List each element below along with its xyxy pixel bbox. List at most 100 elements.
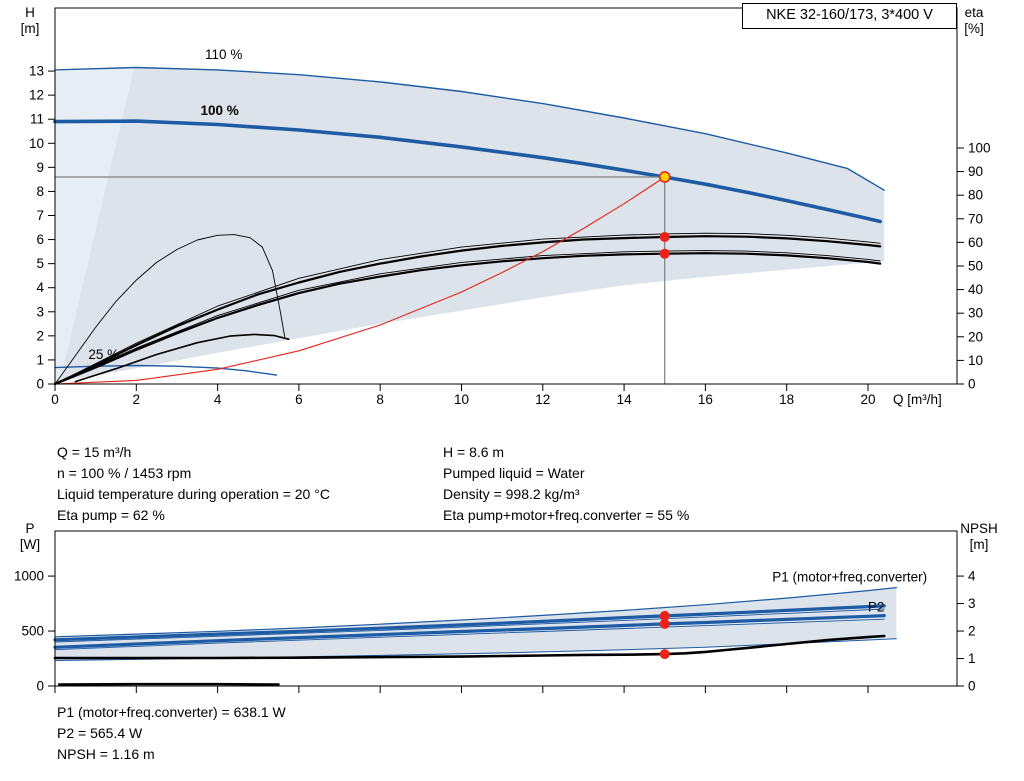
x-tick-label: 16 <box>698 392 713 407</box>
eta-axis-symbol: eta <box>964 5 984 20</box>
info-eta-pump: Eta pump = 62 % <box>57 507 165 523</box>
result-npsh: NPSH = 1.16 m <box>57 746 155 762</box>
result-p1: P1 (motor+freq.converter) = 638.1 W <box>57 704 286 720</box>
x-tick-label: 2 <box>133 392 141 407</box>
speed-envelope-left <box>55 67 135 384</box>
operating-envelope <box>59 67 885 382</box>
y-right-tick-label: 20 <box>968 329 983 344</box>
p1-marker <box>659 610 670 621</box>
label-110pct: 110 % <box>205 47 242 62</box>
x-tick-label: 8 <box>376 392 384 407</box>
info-liquid-temperature: Liquid temperature during operation = 20… <box>57 486 330 502</box>
npsh-axis-unit-label: NPSH [m] <box>946 521 1012 553</box>
y-left-tick-label: 7 <box>36 208 44 223</box>
label-25pct: 25 % <box>88 347 119 362</box>
y-right-tick-label: 2 <box>968 624 976 639</box>
eta-axis-unit-label: eta [%] <box>948 5 1000 37</box>
y-left-tick-label: 13 <box>29 64 44 79</box>
y-left-tick-label: 1000 <box>14 569 44 584</box>
y-left-tick-label: 2 <box>36 328 44 343</box>
result-p2: P2 = 565.4 W <box>57 725 143 741</box>
plot-frame <box>54 7 958 385</box>
p2-curve <box>53 613 886 649</box>
label-p1: P1 (motor+freq.converter) <box>772 570 927 585</box>
plot-frame <box>54 530 958 687</box>
info-speed: n = 100 % / 1453 rpm <box>57 465 192 481</box>
y-right-tick-label: 80 <box>968 188 983 203</box>
pump-model-label: NKE 32-160/173, 3*400 V <box>766 7 933 23</box>
label-p2: P2 <box>868 599 885 614</box>
eta-pump-curve <box>53 235 882 386</box>
y-left-tick-label: 9 <box>36 160 44 175</box>
npsh-axis-unit: [m] <box>969 537 989 552</box>
y-right-tick-label: 4 <box>968 569 976 584</box>
info-eta-total: Eta pump+motor+freq.converter = 55 % <box>443 507 690 523</box>
x-tick-label: 10 <box>454 392 469 407</box>
y-right-tick-label: 30 <box>968 306 983 321</box>
p-axis-symbol: P <box>25 521 35 536</box>
x-tick-label: 12 <box>535 392 550 407</box>
y-left-tick-label: 8 <box>36 184 44 199</box>
y-right-tick-label: 90 <box>968 164 983 179</box>
h-axis-unit: [m] <box>20 21 40 36</box>
y-right-tick-label: 3 <box>968 596 976 611</box>
eta-axis-unit: [%] <box>964 21 984 36</box>
p1-curve <box>53 604 886 642</box>
eta-total-curve-thin <box>54 250 881 385</box>
y-right-tick-label: 60 <box>968 235 983 250</box>
y-left-tick-label: 4 <box>36 280 44 295</box>
y-right-tick-label: 10 <box>968 353 983 368</box>
y-left-tick-label: 0 <box>36 377 44 392</box>
y-left-tick-label: 500 <box>21 624 44 639</box>
y-left-tick-label: 3 <box>36 304 44 319</box>
x-tick-label: 4 <box>214 392 222 407</box>
system-curve <box>54 176 666 385</box>
y-right-tick-label: 50 <box>968 258 983 273</box>
eta-curve-low-speed <box>74 333 290 383</box>
y-right-tick-label: 40 <box>968 282 983 297</box>
npsh-axis-symbol: NPSH <box>960 521 998 536</box>
p-axis-unit-label: P [W] <box>13 521 47 553</box>
p2-marker <box>659 618 670 629</box>
p1-110pct-curve <box>54 586 898 638</box>
duty-info-left: Q = 15 m³/h n = 100 % / 1453 rpm Liquid … <box>57 442 330 526</box>
eta-total-curve <box>53 252 882 386</box>
curve-110pct <box>54 66 885 191</box>
info-density: Density = 998.2 kg/m³ <box>443 486 580 502</box>
duty-point[interactable] <box>658 171 671 183</box>
p-axis-unit: [W] <box>19 537 41 552</box>
eta-pump-curve-thin <box>54 232 881 385</box>
y-right-tick-label: 1 <box>968 651 976 666</box>
p2-curve-thin <box>54 618 885 651</box>
y-right-tick-label: 0 <box>968 679 976 694</box>
y-right-tick-label: 0 <box>968 377 976 392</box>
y-left-tick-label: 11 <box>30 112 44 127</box>
info-flow: Q = 15 m³/h <box>57 444 132 460</box>
y-left-tick-label: 5 <box>36 256 44 271</box>
h-axis-symbol: H <box>25 5 35 20</box>
y-right-tick-label: 70 <box>968 211 983 226</box>
npsh-curve <box>53 634 886 660</box>
x-tick-label: 0 <box>51 392 59 407</box>
duty-info-right: H = 8.6 m Pumped liquid = Water Density … <box>443 442 689 526</box>
p1-curve-thin <box>54 608 885 643</box>
y-right-tick-label: 100 <box>968 140 991 155</box>
info-head: H = 8.6 m <box>443 444 505 460</box>
x-tick-label: 18 <box>779 392 794 407</box>
x-tick-label: 6 <box>295 392 303 407</box>
y-left-tick-label: 0 <box>36 679 44 694</box>
result-info: P1 (motor+freq.converter) = 638.1 W P2 =… <box>57 702 286 765</box>
curve-100pct <box>53 119 883 224</box>
y-left-tick-label: 1 <box>36 352 44 367</box>
eta-curve-mid-speed <box>54 234 286 385</box>
pump-model-box: NKE 32-160/173, 3*400 V <box>742 3 957 29</box>
eta-total-marker <box>659 248 670 259</box>
x-tick-label: 20 <box>860 392 875 407</box>
y-left-tick-label: 10 <box>29 136 44 151</box>
y-left-tick-label: 6 <box>36 232 44 247</box>
npsh-marker <box>659 649 670 660</box>
x-axis-title: Q [m³/h] <box>893 392 942 407</box>
y-left-tick-label: 12 <box>29 88 44 103</box>
